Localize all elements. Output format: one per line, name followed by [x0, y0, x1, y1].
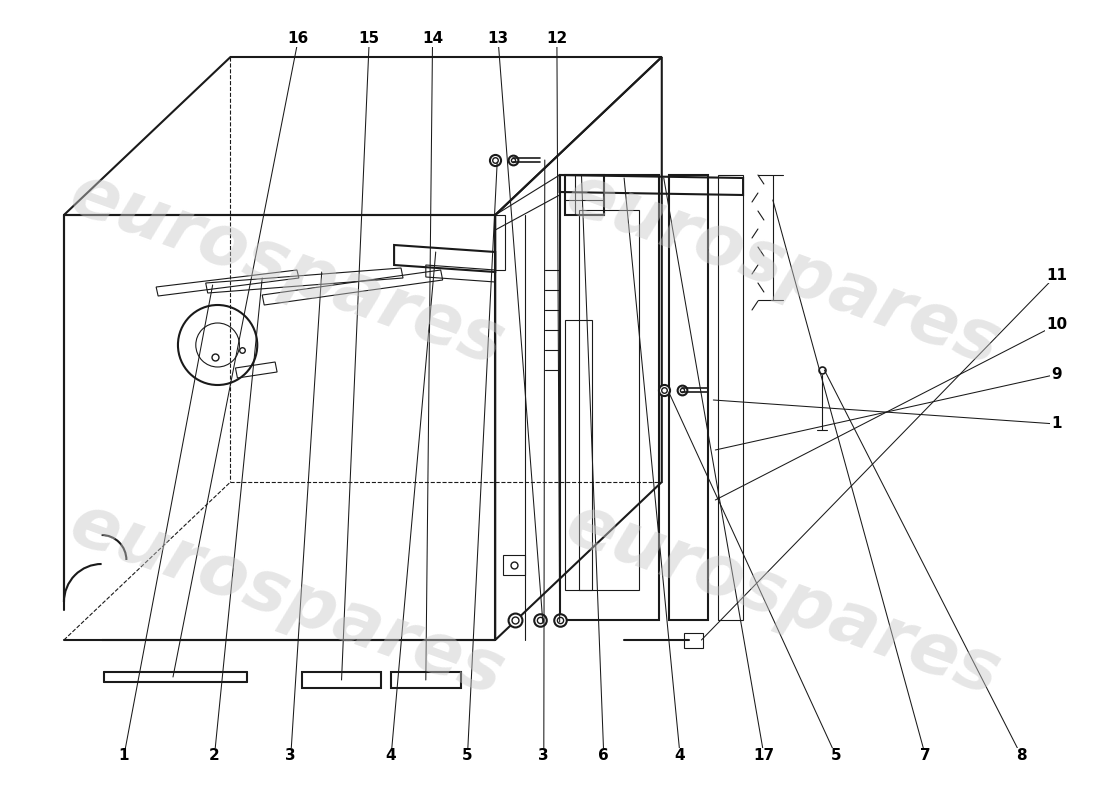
Text: 1: 1	[119, 749, 129, 763]
Text: 1: 1	[1052, 417, 1062, 431]
Text: 15: 15	[359, 31, 380, 46]
Text: 13: 13	[487, 31, 508, 46]
Text: eurospares: eurospares	[60, 490, 514, 710]
Text: 8: 8	[1016, 749, 1026, 763]
Text: 5: 5	[830, 749, 842, 763]
Text: eurospares: eurospares	[557, 159, 1009, 381]
Text: 7: 7	[921, 749, 931, 763]
Text: eurospares: eurospares	[557, 490, 1009, 710]
Text: 11: 11	[1046, 268, 1067, 282]
Text: 12: 12	[547, 31, 568, 46]
Text: 3: 3	[286, 749, 296, 763]
Text: 10: 10	[1046, 318, 1067, 332]
Text: 17: 17	[754, 749, 774, 763]
Text: 16: 16	[288, 31, 309, 46]
Text: 2: 2	[209, 749, 220, 763]
Text: 4: 4	[674, 749, 685, 763]
Text: eurospares: eurospares	[60, 159, 514, 381]
Text: 5: 5	[462, 749, 473, 763]
Text: 3: 3	[539, 749, 549, 763]
Text: 9: 9	[1052, 367, 1062, 382]
Text: 14: 14	[422, 31, 443, 46]
Text: 6: 6	[598, 749, 609, 763]
Text: 4: 4	[386, 749, 396, 763]
